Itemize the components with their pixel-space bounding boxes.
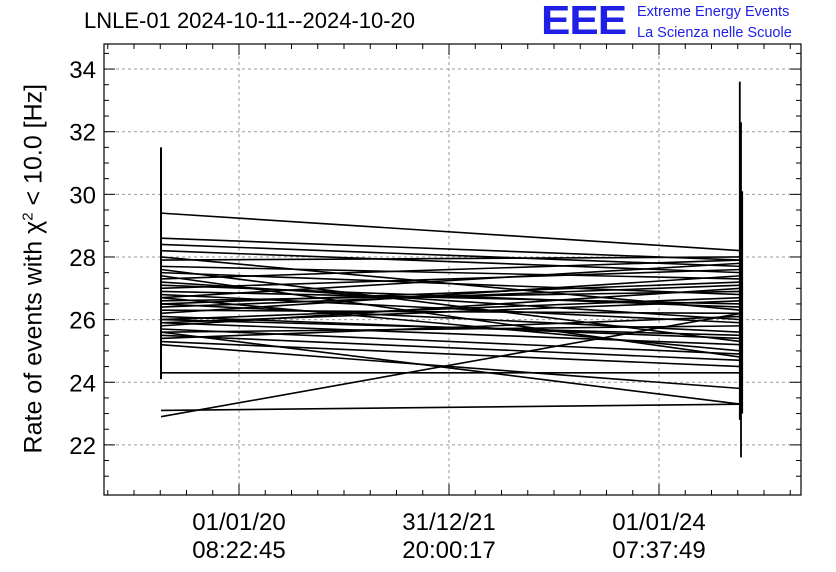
series-line: [160, 281, 742, 305]
chart-title: LNLE-01 2024-10-11--2024-10-20: [84, 8, 416, 33]
series-line: [160, 343, 742, 390]
y-axis-label-sup: 2: [19, 212, 37, 221]
y-tick-label: 26: [69, 308, 96, 335]
series-line: [160, 296, 742, 352]
series-line: [160, 259, 742, 280]
series-line: [160, 334, 742, 362]
y-axis-label-prefix: Rate of events with χ: [19, 220, 48, 454]
x-tick-label-time: 20:00:17: [402, 537, 495, 564]
x-tick-label-time: 08:22:45: [192, 537, 285, 564]
x-tick-label-time: 07:37:49: [612, 537, 705, 564]
y-tick-label: 28: [69, 245, 96, 272]
x-tick-label-date: 01/01/24: [612, 509, 705, 536]
series-line: [160, 268, 742, 343]
series-line: [160, 256, 742, 261]
series-line: [160, 262, 742, 299]
logo-subtitle-1: Extreme Energy Events: [637, 4, 790, 20]
x-tick-label-date: 01/01/20: [192, 509, 285, 536]
series-line: [160, 212, 742, 252]
series-line: [160, 300, 742, 324]
series-line: [160, 265, 742, 280]
x-tick-label-date: 31/12/21: [402, 509, 495, 536]
series-line: [160, 321, 742, 346]
plot-frame: [103, 43, 802, 496]
series-line: [160, 237, 742, 261]
series-line: [160, 403, 742, 412]
y-tick-label: 24: [69, 370, 96, 397]
y-tick-label: 34: [69, 57, 96, 84]
series-line: [160, 274, 742, 358]
logo-subtitle-2: La Scienza nelle Scuole: [637, 25, 792, 41]
error-bars: [160, 81, 744, 458]
series-line: [160, 312, 742, 418]
series-lines: [160, 212, 742, 418]
eee-logo: EEE: [541, 0, 627, 44]
series-line: [160, 296, 742, 321]
series-line: [160, 331, 742, 405]
series-line: [160, 340, 742, 368]
y-axis-label-suffix: < 10.0 [Hz]: [19, 83, 48, 213]
y-tick-label: 30: [69, 182, 96, 209]
grid: [104, 44, 801, 495]
y-axis-label: Rate of events with χ2 < 10.0 [Hz]: [19, 49, 48, 489]
series-line: [160, 318, 742, 337]
y-tick-label: 22: [69, 433, 96, 460]
series-line: [160, 328, 742, 355]
y-tick-label: 32: [69, 120, 96, 147]
series-line: [160, 268, 742, 290]
series-line: [160, 325, 742, 333]
